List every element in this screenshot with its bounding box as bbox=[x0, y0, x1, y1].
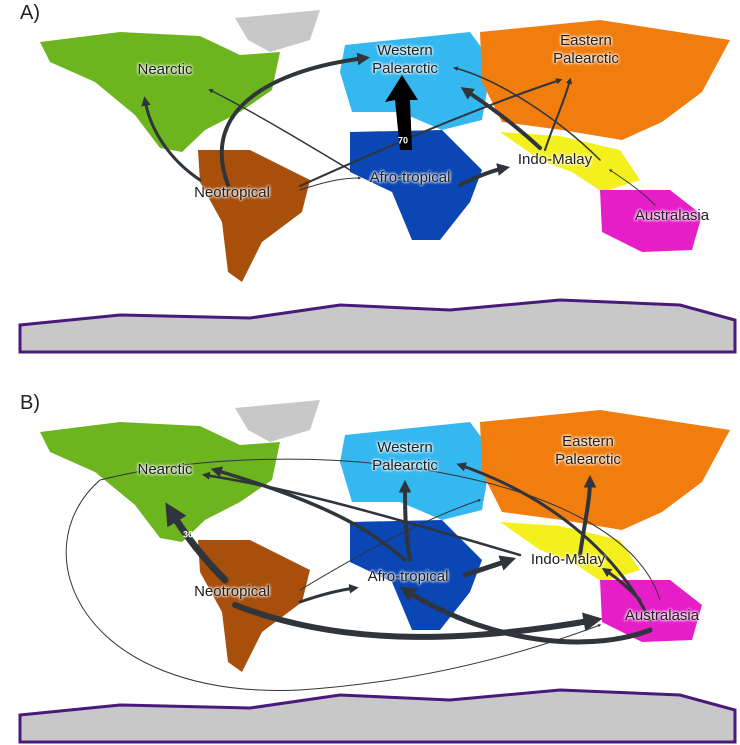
region-label: Australasia bbox=[624, 607, 700, 624]
panel-label: A) bbox=[20, 2, 40, 24]
region-label: Afro-tropical bbox=[369, 169, 451, 186]
region-label: Eastern Palearctic bbox=[555, 433, 621, 468]
region-label: Indo-Malay bbox=[517, 151, 593, 168]
region-label: Neotropical bbox=[194, 184, 270, 201]
region-label: Western Palearctic bbox=[372, 42, 438, 77]
arrow-count: 70 bbox=[398, 135, 408, 145]
region-label: Indo-Malay bbox=[530, 551, 606, 568]
arrows-b bbox=[65, 458, 661, 691]
region-label: Eastern Palearctic bbox=[553, 32, 619, 67]
region-label: Afro-tropical bbox=[367, 568, 449, 585]
arrow-count: 30 bbox=[183, 529, 193, 539]
region-label: Nearctic bbox=[137, 61, 193, 78]
arrows-a bbox=[141, 52, 656, 206]
region-label: Neotropical bbox=[194, 583, 270, 600]
panel-label: B) bbox=[20, 392, 40, 414]
arrow-large-a bbox=[385, 75, 418, 150]
region-label: Australasia bbox=[634, 207, 710, 224]
region-label: Western Palearctic bbox=[372, 439, 438, 474]
region-label: Nearctic bbox=[137, 461, 193, 478]
